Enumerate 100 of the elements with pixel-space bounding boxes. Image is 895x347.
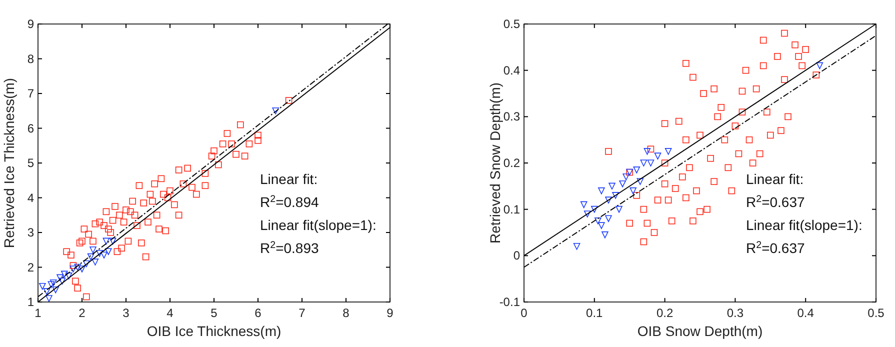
point (756, 150, 764, 158)
y-tick-label: 3 (27, 226, 34, 240)
point (760, 62, 767, 70)
point (700, 90, 707, 97)
point (682, 136, 690, 144)
point (87, 253, 94, 260)
point (584, 210, 591, 218)
point (749, 160, 756, 166)
point (704, 206, 710, 213)
point (92, 258, 99, 266)
point (644, 220, 651, 227)
point (675, 118, 682, 125)
x-tick-label: 4 (166, 306, 174, 320)
point (778, 127, 784, 134)
point (622, 174, 630, 180)
y-tick-label: 8 (27, 52, 34, 66)
point (640, 238, 648, 246)
annotation: R$^{2}$=0.893 (260, 240, 319, 256)
point (661, 180, 668, 188)
point (636, 178, 644, 185)
point (738, 108, 746, 116)
point (668, 218, 676, 224)
point (718, 104, 725, 111)
point (746, 136, 753, 144)
point (735, 150, 742, 158)
point (696, 208, 704, 216)
point (732, 122, 739, 130)
x-tick-label: 0.3 (726, 306, 744, 320)
x-tick-label: 0.1 (586, 306, 604, 320)
point (102, 238, 110, 245)
x-tick-label: 7 (298, 306, 306, 320)
point (602, 231, 608, 238)
point (654, 196, 662, 204)
x-tick-label: 3 (122, 306, 130, 320)
y-tick-label: 0.4 (503, 63, 520, 78)
point (633, 166, 640, 174)
point (626, 220, 633, 227)
point (690, 218, 696, 224)
y-tick-label: 0.5 (503, 17, 520, 31)
point (707, 154, 714, 162)
point (647, 146, 654, 152)
point (96, 250, 103, 257)
point (616, 206, 622, 213)
point (594, 218, 602, 224)
point (56, 274, 64, 282)
point (721, 136, 728, 144)
y-tick-label: 4 (27, 190, 34, 205)
point (664, 148, 672, 155)
point (78, 266, 86, 272)
x-tick-label: 0.5 (868, 306, 885, 320)
y-tick-label: 0.3 (503, 110, 520, 124)
point (598, 222, 605, 229)
annotation: R$^{2}$=0.637 (746, 194, 805, 210)
y-tick-label: 6 (27, 121, 34, 136)
annotation: R$^{2}$=0.894 (260, 194, 319, 210)
point (760, 36, 767, 44)
point (690, 74, 696, 81)
annotation: R$^{2}$=0.637 (746, 240, 805, 256)
point (50, 279, 57, 286)
point (672, 185, 679, 192)
point (43, 288, 50, 295)
annotation: Linear fit(slope=1): (260, 217, 376, 233)
x-tick-label: 0.4 (797, 306, 814, 320)
y-tick-label: -0.1 (499, 295, 520, 309)
point (724, 164, 732, 172)
point (781, 30, 788, 37)
y-tick-label: 1 (27, 295, 34, 309)
x-axis-title: OIB Ice Thickness(m) (146, 323, 282, 339)
point (693, 187, 700, 194)
x-tick-label: 8 (342, 306, 350, 320)
point (272, 107, 279, 114)
point (738, 88, 746, 95)
y-tick-label: 9 (27, 17, 34, 31)
point (661, 160, 668, 166)
point (52, 286, 59, 294)
point (640, 206, 648, 213)
point (48, 281, 55, 288)
point (90, 246, 96, 254)
point (608, 182, 616, 190)
x-axis-title: OIB Snow Depth(m) (637, 323, 763, 339)
x-tick-label: 2 (78, 306, 86, 320)
point (630, 187, 637, 194)
point (58, 278, 66, 285)
point (605, 215, 612, 222)
y-tick-label: 0 (513, 248, 520, 263)
point (633, 192, 640, 199)
point (784, 113, 792, 120)
point (710, 178, 718, 185)
point (816, 62, 824, 70)
point (640, 160, 648, 166)
point (752, 85, 760, 92)
y-axis-title: Retrieved Snow Depth(m) (487, 82, 503, 244)
x-tick-label: 9 (386, 306, 394, 320)
point (661, 120, 668, 128)
point (763, 108, 770, 116)
point (696, 132, 704, 139)
point (644, 148, 651, 155)
point (686, 164, 693, 172)
point (591, 206, 598, 213)
point (612, 192, 619, 199)
